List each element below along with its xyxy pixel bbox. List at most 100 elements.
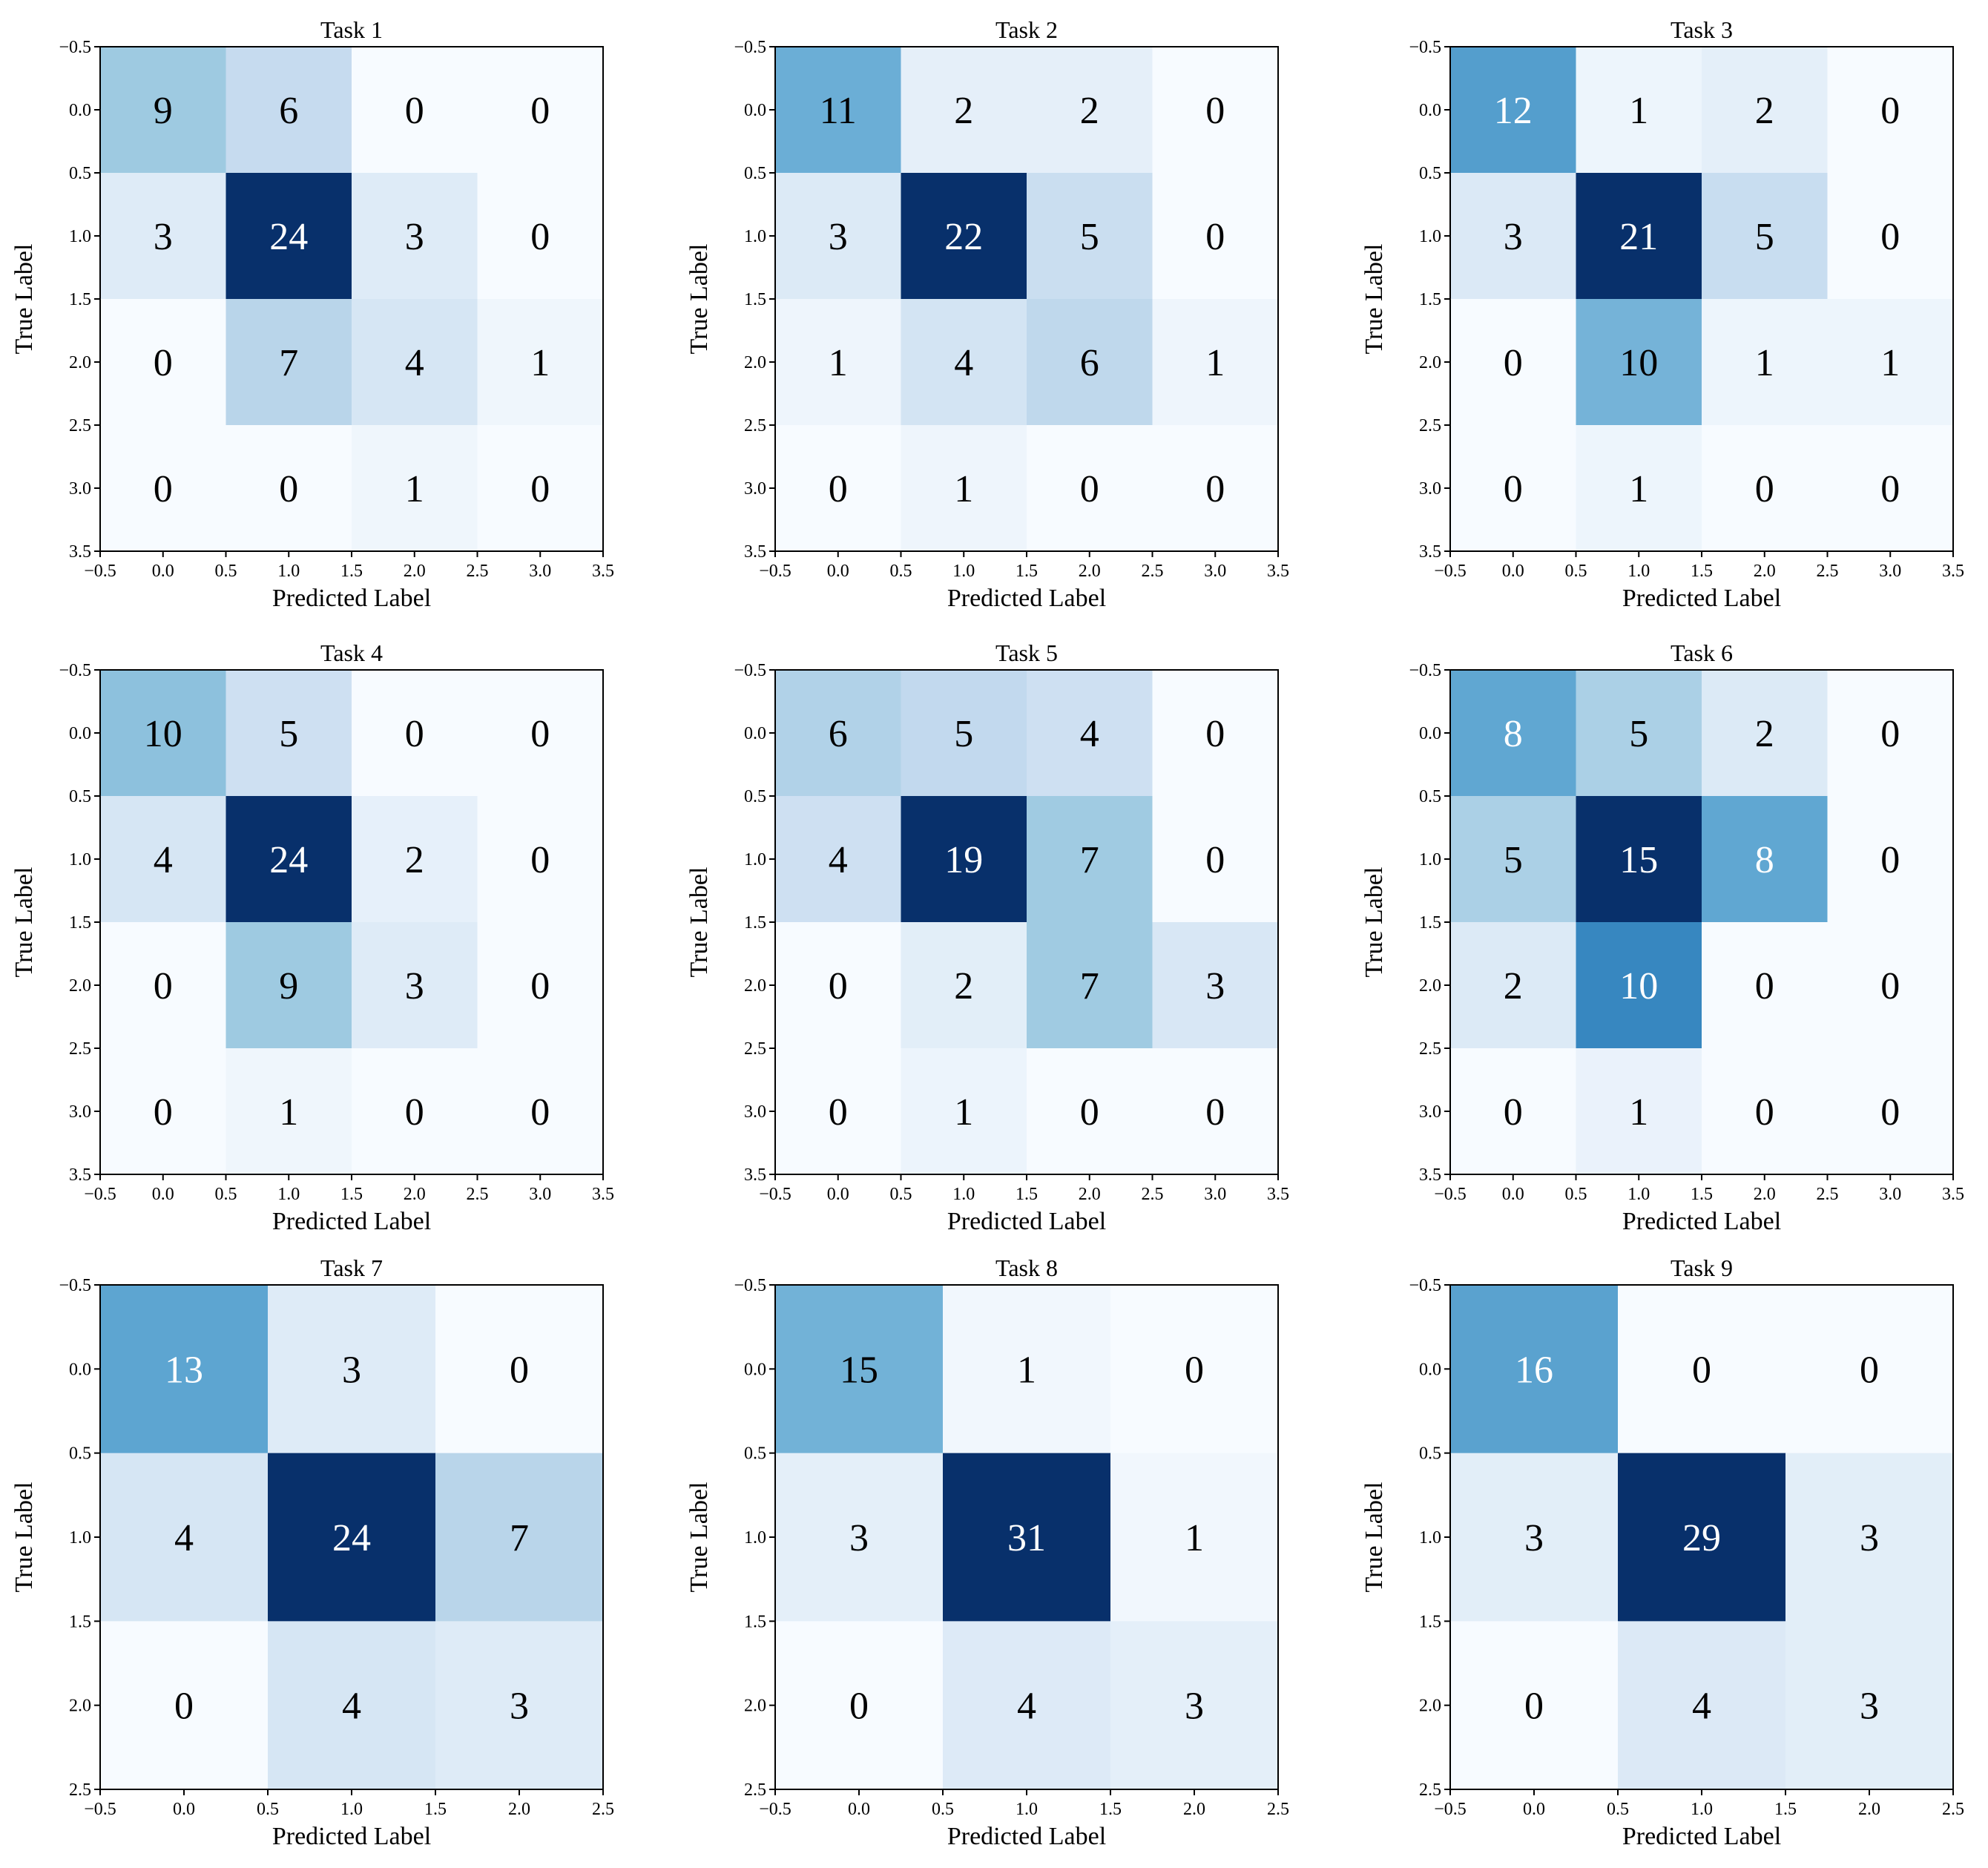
heatmap-cell — [1827, 796, 1954, 923]
x-axis-label: Predicted Label — [272, 585, 431, 612]
x-tick-label: 2.0 — [508, 1800, 530, 1819]
cell-value-label: 3 — [342, 1349, 361, 1391]
cell-value-label: 0 — [1080, 468, 1099, 510]
cell-value-label: 5 — [279, 713, 298, 755]
cell-value-label: 0 — [1504, 342, 1523, 384]
y-tick-label: 0.0 — [69, 1360, 91, 1379]
heatmap-cell — [352, 922, 478, 1049]
cell-value-label: 4 — [1080, 713, 1099, 755]
heatmap-cell — [1618, 1453, 1786, 1622]
x-tick-label: −0.5 — [759, 1185, 791, 1204]
cell-value-label: 1 — [1629, 1091, 1648, 1134]
y-tick-label: 2.0 — [69, 353, 91, 372]
y-tick-label: 2.0 — [1419, 976, 1441, 996]
heatmap-cell — [775, 1453, 944, 1622]
heatmap-cell — [1027, 173, 1153, 300]
heatmap-cell — [1702, 173, 1828, 300]
heatmap-cell — [1027, 670, 1153, 797]
heatmap-cell — [226, 425, 352, 552]
heatmap-cell — [100, 47, 226, 174]
cell-value-label: 1 — [1880, 342, 1900, 384]
heatmap-cell — [775, 173, 901, 300]
y-axis-label: True Label — [1360, 867, 1388, 978]
heatmap-cell — [1827, 425, 1954, 552]
heatmap-cell — [1152, 299, 1279, 426]
y-tick-label: 1.5 — [744, 290, 766, 309]
heatmap-cell — [352, 47, 478, 174]
y-tick-label: 1.5 — [69, 913, 91, 933]
cell-value-label: 15 — [840, 1349, 878, 1391]
cell-value-label: 0 — [1504, 468, 1523, 510]
x-tick-label: 2.0 — [1754, 1185, 1776, 1204]
cell-value-label: 13 — [165, 1349, 203, 1391]
panel-title: Task 7 — [320, 1254, 383, 1281]
heatmap-cell — [1618, 1621, 1786, 1790]
cell-value-label: 1 — [829, 342, 848, 384]
y-tick-label: 3.5 — [744, 1165, 766, 1185]
y-tick-label: 2.0 — [744, 976, 766, 996]
y-tick-label: 0.5 — [69, 1444, 91, 1464]
y-tick-label: 1.5 — [1419, 913, 1441, 933]
heatmap-cell — [100, 1453, 269, 1622]
x-axis-label: Predicted Label — [947, 585, 1106, 612]
cell-value-label: 0 — [530, 468, 550, 510]
cell-value-label: 1 — [1755, 342, 1774, 384]
y-axis-label: True Label — [685, 244, 713, 355]
x-tick-label: 1.0 — [1691, 1800, 1713, 1819]
heatmap-cell — [268, 1285, 436, 1454]
heatmap-cell — [1827, 173, 1954, 300]
x-tick-label: 1.0 — [277, 1185, 300, 1204]
cell-value-label: 0 — [1880, 1091, 1900, 1134]
heatmap-cell — [1027, 47, 1153, 174]
cell-value-label: 0 — [1755, 965, 1774, 1007]
panel-title: Task 8 — [995, 1254, 1058, 1281]
x-tick-label: 1.0 — [952, 562, 975, 581]
cell-value-label: 0 — [1860, 1349, 1879, 1391]
heatmap-cell — [901, 670, 1027, 797]
y-tick-label: −0.5 — [59, 1276, 91, 1295]
cell-value-label: 0 — [405, 1091, 424, 1134]
cell-value-label: 0 — [279, 468, 298, 510]
y-tick-label: 2.0 — [744, 353, 766, 372]
y-tick-label: 1.0 — [1419, 850, 1441, 869]
y-axis-label: True Label — [685, 1482, 713, 1593]
heatmap-cell — [901, 173, 1027, 300]
cell-value-label: 0 — [1880, 713, 1900, 755]
cell-value-label: 2 — [1755, 90, 1774, 132]
heatmap-cell — [226, 1048, 352, 1175]
y-tick-label: 3.0 — [744, 479, 766, 499]
cell-value-label: 0 — [1880, 965, 1900, 1007]
y-tick-label: 0.5 — [744, 164, 766, 183]
y-axis-label: True Label — [10, 244, 38, 355]
x-tick-label: 2.0 — [1079, 562, 1101, 581]
x-tick-label: 3.0 — [1204, 562, 1226, 581]
y-tick-label: 3.5 — [69, 542, 91, 562]
cell-value-label: 3 — [1185, 1686, 1204, 1728]
confusion-matrix-panel: 15 1 03 31 10 4 3−0.5 0.0 0.5 1.0 1.5 2.0 2.5−0.50.0… — [685, 1254, 1289, 1850]
cell-value-label: 0 — [1880, 90, 1900, 132]
heatmap-cell — [775, 425, 901, 552]
heatmap-cell — [226, 922, 352, 1049]
cell-value-label: 3 — [1205, 965, 1225, 1007]
heatmap-cell — [1027, 1048, 1153, 1175]
y-tick-label: 3.5 — [1419, 1165, 1441, 1185]
y-tick-label: 2.5 — [744, 416, 766, 435]
heatmap-cell — [1110, 1453, 1279, 1622]
y-tick-label: 2.0 — [1419, 353, 1441, 372]
cell-value-label: 10 — [1619, 965, 1658, 1007]
heatmap-cell — [477, 299, 604, 426]
cell-value-label: 5 — [954, 713, 973, 755]
cell-value-label: 7 — [1080, 839, 1099, 881]
heatmap-cell — [943, 1453, 1111, 1622]
cell-value-label: 7 — [510, 1517, 529, 1559]
confusion-matrix-panel: 16 0 03 29 30 4 3−0.5 0.0 0.5 1.0 1.5 2.0 2.5−0.50.0… — [1360, 1254, 1964, 1850]
heatmap-cell — [775, 922, 901, 1049]
x-tick-label: 0.0 — [152, 1185, 174, 1204]
cell-value-label: 5 — [1080, 216, 1099, 258]
heatmap-cell — [1576, 299, 1702, 426]
cell-value-label: 0 — [1755, 1091, 1774, 1134]
cell-value-label: 0 — [530, 713, 550, 755]
heatmap-cell — [268, 1453, 436, 1622]
x-tick-label: 2.0 — [404, 1185, 426, 1204]
x-tick-label: 2.5 — [467, 1185, 489, 1204]
